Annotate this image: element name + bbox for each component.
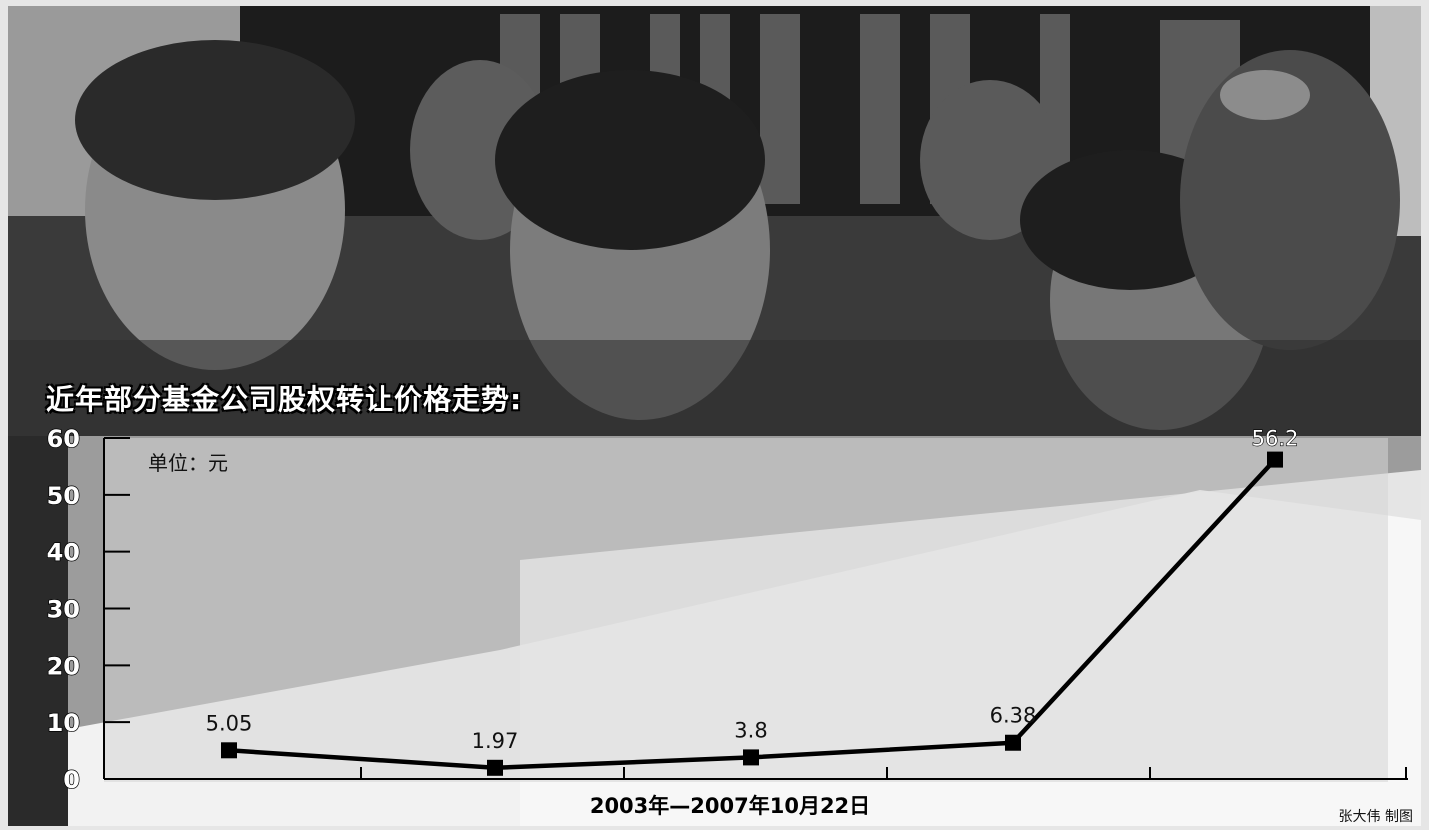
- data-point-marker: [1267, 451, 1283, 468]
- data-point-marker: [1005, 734, 1021, 751]
- y-tick-label: 10: [47, 709, 80, 737]
- y-tick-label: 0: [63, 766, 80, 794]
- x-axis: [104, 767, 1408, 780]
- data-point-marker: [743, 749, 759, 766]
- y-axis: 0 10 20 30 40 50 60: [46, 424, 130, 795]
- y-tick-label: 50: [47, 482, 80, 510]
- chart-title: 近年部分基金公司股权转让价格走势:: [46, 383, 523, 416]
- data-point-marker: [487, 759, 503, 776]
- x-axis-label: 2003年—2007年10月22日: [590, 794, 870, 818]
- data-label: 1.97: [472, 729, 519, 753]
- data-label: 5.05: [206, 711, 253, 735]
- credit-text: 张大伟 制图: [1338, 809, 1413, 825]
- data-label: 56.2: [1252, 427, 1299, 451]
- y-tick-label: 30: [47, 596, 80, 624]
- data-label: 3.8: [734, 718, 767, 742]
- unit-label: 单位：元: [148, 451, 228, 475]
- y-tick-label: 20: [47, 652, 80, 680]
- data-point-marker: [221, 742, 237, 759]
- y-tick-label: 40: [47, 539, 80, 567]
- y-tick-label: 60: [47, 425, 80, 453]
- data-label: 6.38: [990, 704, 1037, 728]
- series-layer: 5.05 1.97 3.8 6.38 56.2: [206, 426, 1299, 776]
